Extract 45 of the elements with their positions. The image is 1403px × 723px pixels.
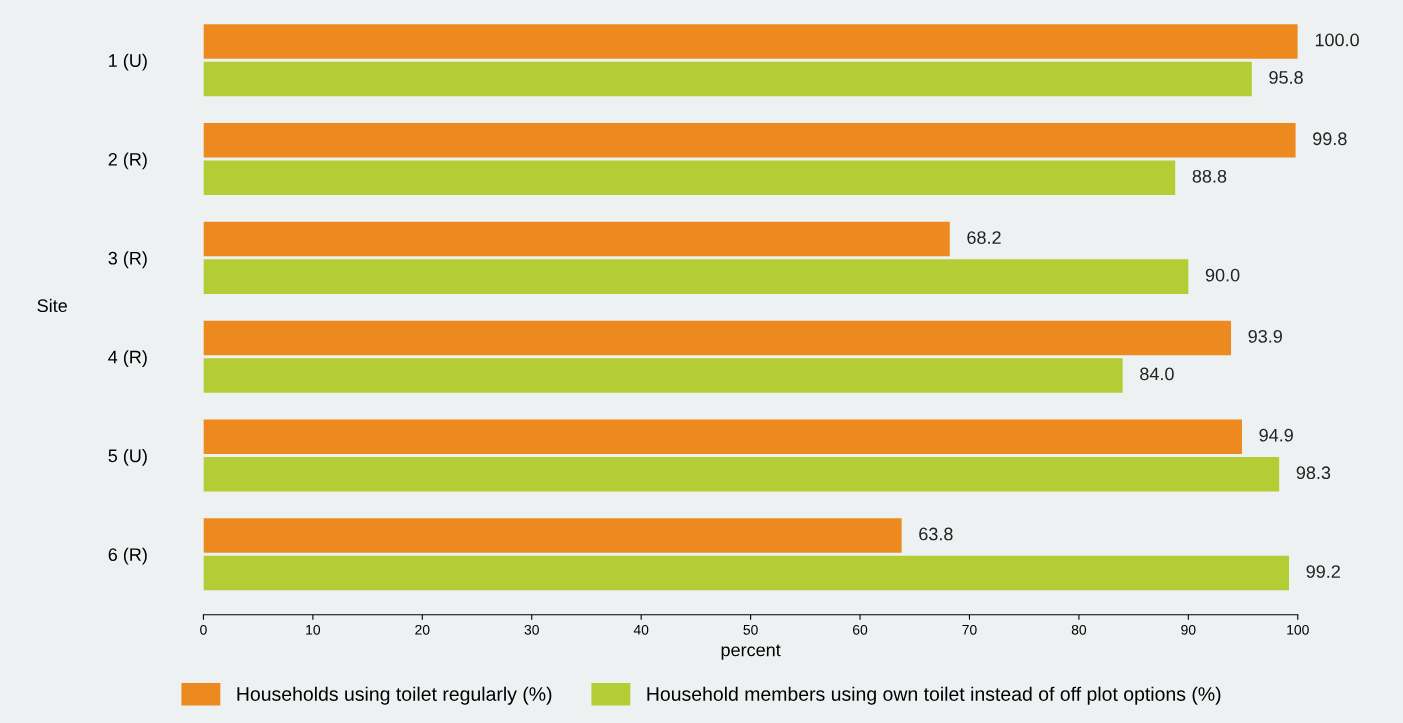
data-label: 99.2 <box>1306 565 1340 578</box>
y-axis-title: Site <box>37 298 67 313</box>
y-tick-label: 6 (R) <box>108 547 147 565</box>
x-tick-label: 10 <box>306 624 321 635</box>
y-tick-label: 3 (R) <box>108 251 147 269</box>
bar <box>203 61 1252 97</box>
data-label: 94.9 <box>1259 428 1293 442</box>
y-tick-label: 2 (R) <box>108 152 147 170</box>
data-label: 90.0 <box>1205 268 1240 282</box>
bar <box>203 419 1242 454</box>
x-tick-label: 90 <box>1181 624 1196 635</box>
bar <box>203 221 950 257</box>
y-tick-label: 4 (R) <box>108 350 147 367</box>
legend-label: Household members using own toilet instead of off plot options (%) <box>647 686 1221 705</box>
x-tick-label: 30 <box>524 624 539 635</box>
bar <box>203 358 1123 393</box>
bar <box>203 24 1298 59</box>
x-tick-label: 50 <box>743 624 758 635</box>
data-label: 68.2 <box>967 231 1001 244</box>
data-label: 95.8 <box>1269 71 1303 84</box>
x-tick-label: 70 <box>962 624 977 635</box>
data-label: 93.9 <box>1248 329 1282 343</box>
y-tick-label: 5 (U) <box>108 448 147 466</box>
bar <box>203 160 1176 196</box>
x-tick-label: 40 <box>633 624 649 635</box>
x-tick-label: 100 <box>1287 624 1309 635</box>
x-tick-label: 0 <box>200 624 207 635</box>
bar <box>203 320 1232 356</box>
bar <box>203 555 1290 591</box>
x-axis-title: percent <box>721 644 781 660</box>
x-tick-label: 20 <box>415 624 430 635</box>
data-label: 98.3 <box>1296 466 1331 480</box>
data-label: 100.0 <box>1315 33 1359 47</box>
x-tick-label: 80 <box>1071 624 1087 635</box>
x-tick-label: 60 <box>853 624 868 635</box>
data-label: 88.8 <box>1192 169 1227 183</box>
data-label: 99.8 <box>1313 132 1347 146</box>
data-label: 63.8 <box>919 527 953 541</box>
bar <box>203 456 1280 492</box>
bar <box>203 518 902 553</box>
y-tick-label: 1 (U) <box>109 53 147 71</box>
bar <box>203 123 1296 158</box>
data-label: 84.0 <box>1140 367 1174 381</box>
legend-label: Households using toilet regularly (%) <box>237 686 552 705</box>
bar <box>203 259 1189 294</box>
